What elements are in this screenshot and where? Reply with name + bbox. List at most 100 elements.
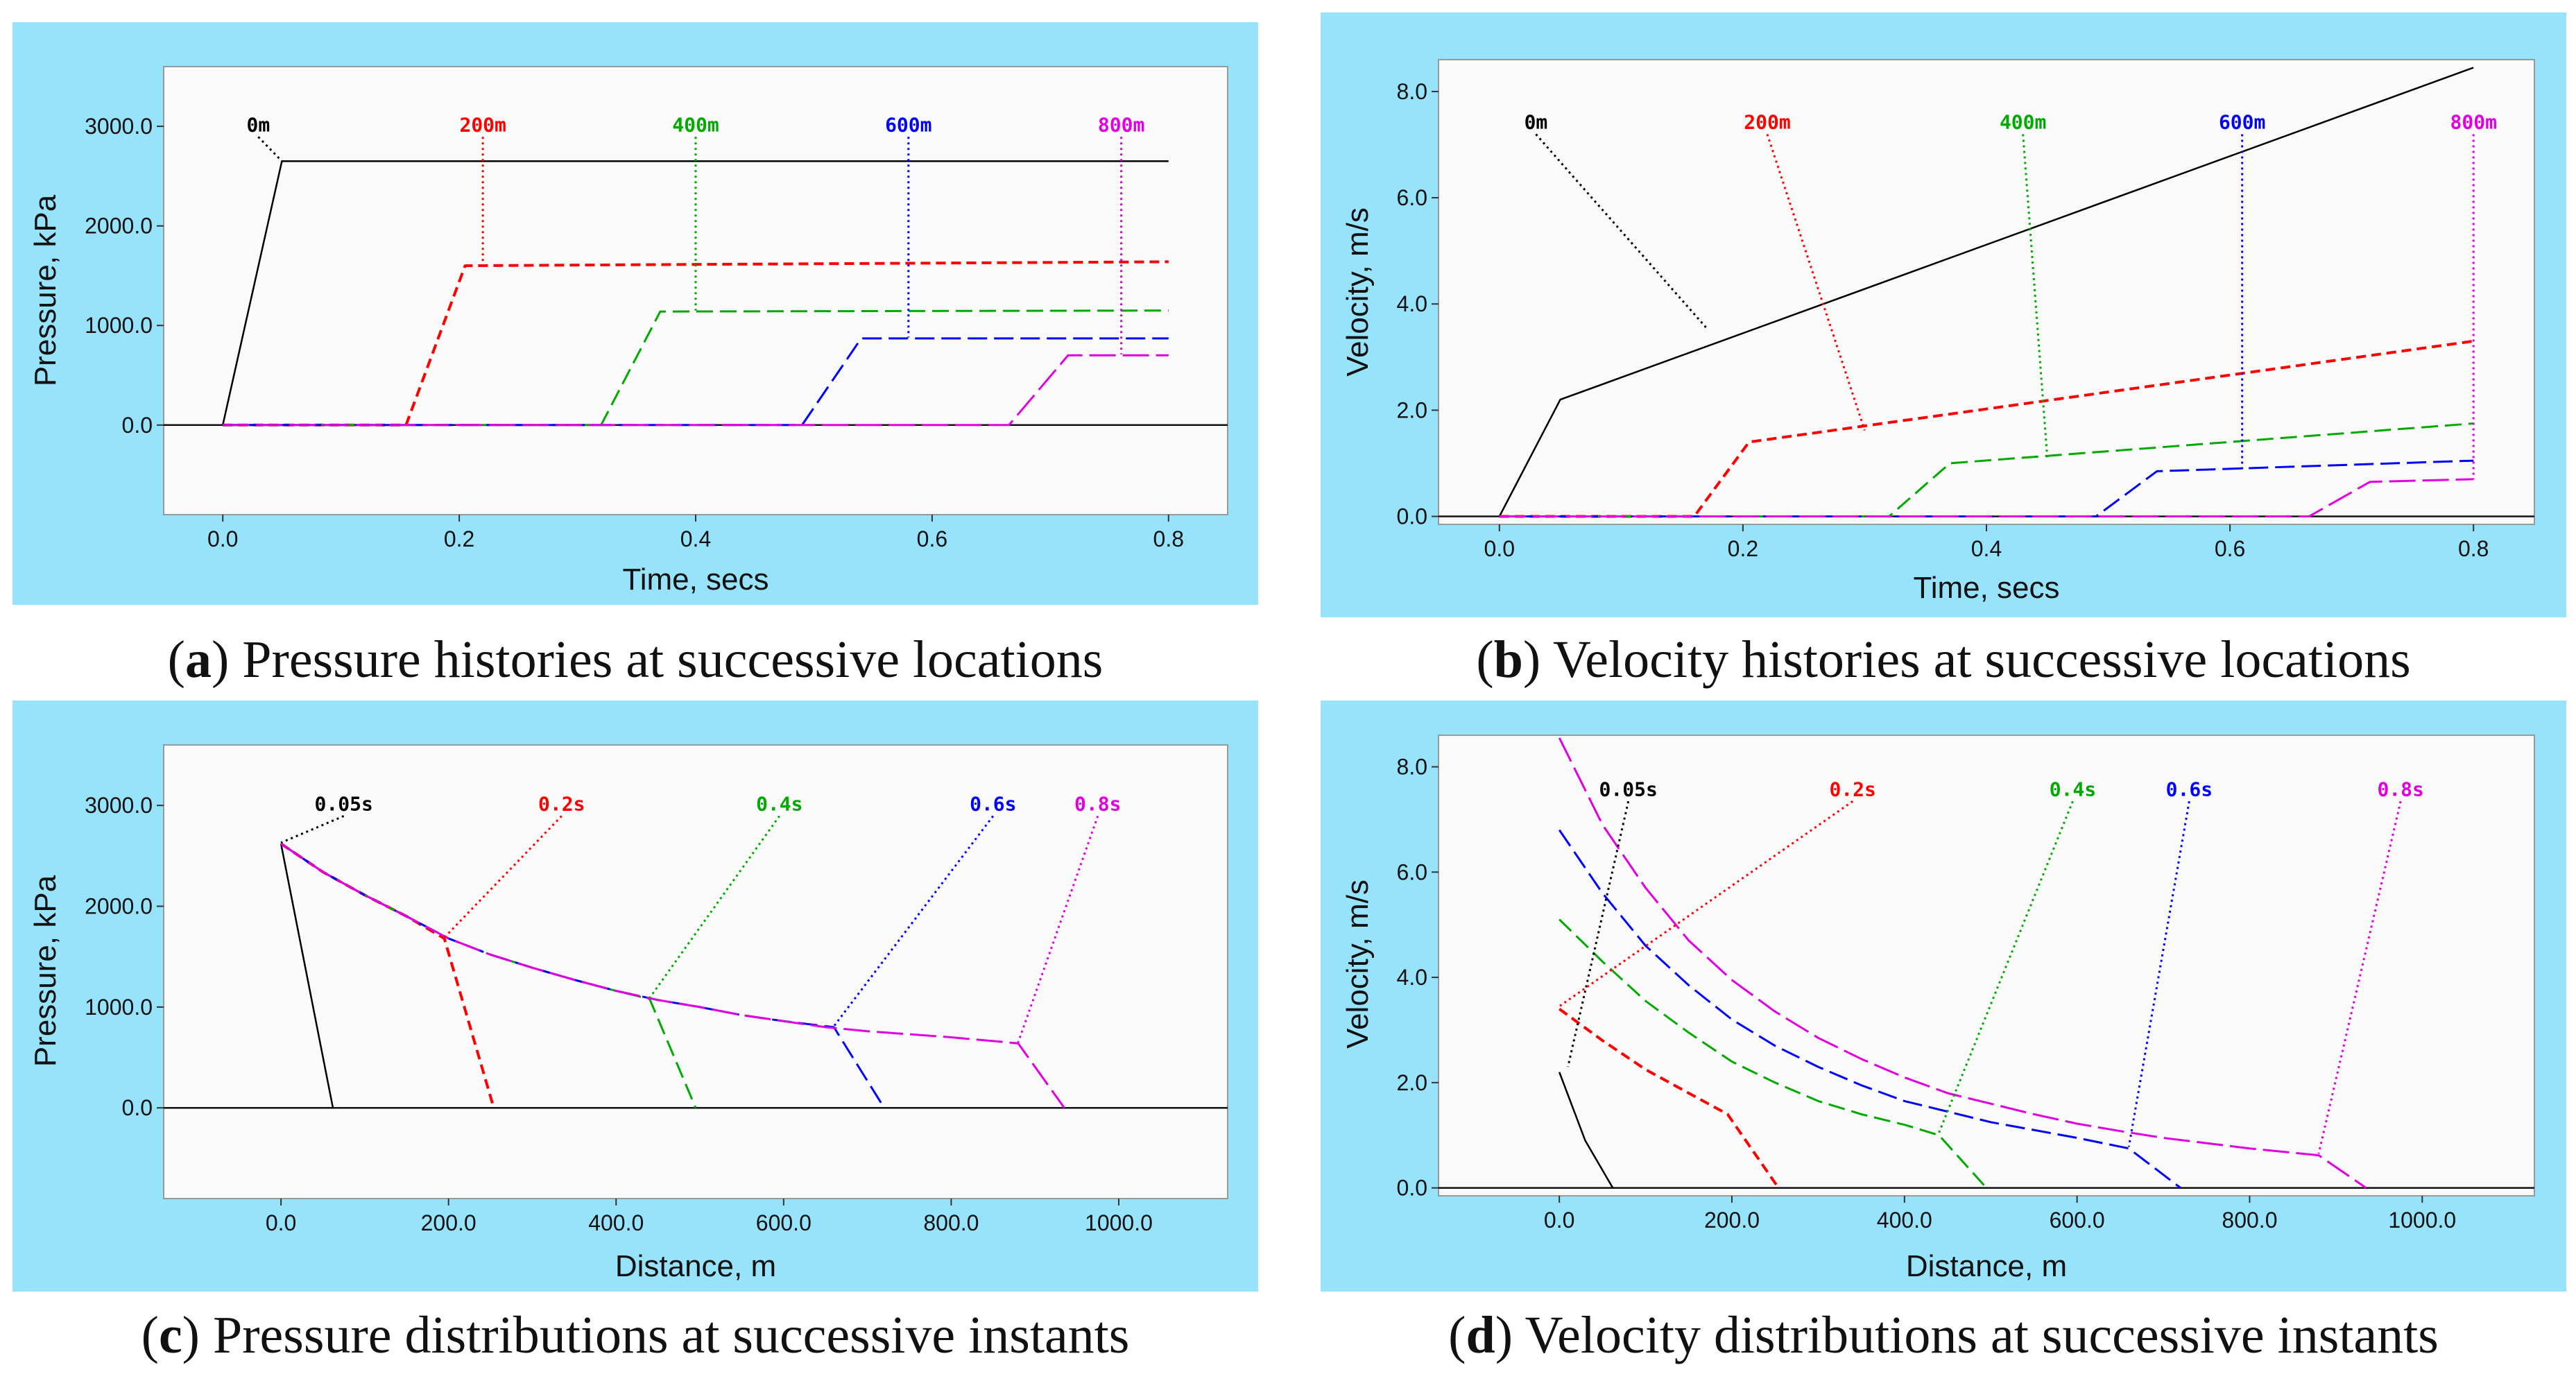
panel-c-y-tick-label: 0.0: [122, 1095, 153, 1120]
panel-a-x-tick-label: 0.4: [680, 526, 711, 551]
panel-c-series-0.8s: [280, 843, 1065, 1109]
panel-d-annotation-label: 0.8s: [2377, 778, 2423, 800]
panel-a-y-tick-label: 3000.0: [85, 114, 153, 139]
panel-c-pressure-distributions: 0.0 200.0 400.0 600.0 800.0 1000.0 0.0 1000.0 2…: [12, 701, 1258, 1292]
panel-c-y-tick-label: 3000.0: [85, 793, 153, 818]
panel-a-annotations: 0m 200m 400m 600m 800m: [246, 113, 1144, 354]
panel-a-y-ticks: 0.0 1000.0 2000.0 3000.0: [85, 114, 164, 438]
caption-d-text: Velocity distributions at successive ins…: [1513, 1306, 2439, 1364]
panel-d-annotation-label: 0.4s: [2050, 778, 2096, 800]
panel-d-annotation-leader: [2317, 800, 2402, 1154]
panel-c-x-tick-label: 600.0: [756, 1210, 812, 1235]
panel-a-y-axis-label: Pressure, kPa: [28, 194, 62, 386]
panel-d-y-tick-label: 2.0: [1397, 1070, 1427, 1095]
panel-d-annotation-leader: [1938, 800, 2074, 1133]
panel-a-x-tick-label: 0.8: [1153, 526, 1184, 551]
panel-b-x-tick-label: 0.0: [1484, 536, 1515, 561]
caption-d-letter: d: [1466, 1306, 1495, 1364]
panel-d-annotation-leader: [1559, 800, 1854, 1008]
panel-c-y-tick-label: 2000.0: [85, 894, 153, 919]
caption-c-text: Pressure distributions at successive ins…: [200, 1306, 1129, 1364]
panel-b-annotation-label: 800m: [2450, 111, 2497, 134]
panel-b-annotation-label: 0m: [1525, 111, 1548, 134]
panel-a-annotation-label: 400m: [672, 113, 719, 136]
panel-b-x-tick-label: 0.6: [2215, 536, 2245, 561]
panel-b-annotation-leader: [1535, 133, 1708, 329]
panel-c-x-tick-label: 200.0: [421, 1210, 476, 1235]
caption-a-letter: a: [185, 631, 212, 689]
panel-a-y-tick-label: 1000.0: [85, 313, 153, 338]
panel-b-annotation-label: 200m: [1744, 111, 1790, 134]
panel-b-y-tick-label: 6.0: [1397, 185, 1427, 210]
panel-b-y-tick-label: 4.0: [1397, 291, 1427, 316]
panel-a-annotation-label: 600m: [885, 113, 931, 136]
panel-c-y-tick-label: 1000.0: [85, 995, 153, 1020]
panel-d-series-0.05s: [1559, 1072, 1614, 1189]
panel-c-x-ticks: 0.0 200.0 400.0 600.0 800.0 1000.0: [266, 1199, 1153, 1235]
panel-b-series-600m: [1499, 459, 2474, 517]
panel-a-x-tick-label: 0.0: [207, 526, 238, 551]
panel-c-x-tick-label: 1000.0: [1085, 1210, 1153, 1235]
panel-d-x-tick-label: 600.0: [2050, 1208, 2105, 1233]
panel-d-y-tick-label: 8.0: [1397, 755, 1427, 780]
panel-d-annotations: 0.05s 0.2s 0.4s 0.6s 0.8s: [1559, 778, 2424, 1154]
panel-a-plot-area: [163, 66, 1228, 515]
panel-d-x-ticks: 0.0 200.0 400.0 600.0 800.0 1000.0: [1544, 1196, 2456, 1233]
panel-c-series-0.05s: [280, 843, 334, 1108]
panel-c-annotation-label: 0.2s: [538, 792, 585, 815]
caption-a: (a) Pressure histories at successive loc…: [168, 631, 1104, 689]
panel-d-y-tick-label: 6.0: [1397, 859, 1427, 884]
panel-d-plot-area: [1438, 735, 2535, 1196]
panel-a-annotation-label: 0m: [246, 113, 270, 136]
panel-a-x-tick-label: 0.2: [444, 526, 474, 551]
panel-b-y-tick-label: 0.0: [1397, 504, 1427, 529]
panel-b-x-ticks: 0.0 0.2 0.4 0.6 0.8: [1484, 524, 2489, 561]
panel-b-plot-area: [1438, 59, 2535, 525]
panel-d-y-tick-label: 4.0: [1397, 965, 1427, 990]
panel-b-annotation-label: 600m: [2219, 111, 2265, 134]
panel-c-annotation-leader: [649, 815, 781, 999]
panel-c-annotation-leader: [443, 815, 563, 938]
panel-d-series: [1558, 737, 2367, 1189]
caption-d: (d) Velocity distributions at successive…: [1448, 1306, 2439, 1364]
panel-c-plot-area: [163, 744, 1228, 1199]
panel-c-y-ticks: 0.0 1000.0 2000.0 3000.0: [85, 793, 164, 1120]
panel-d-x-tick-label: 0.0: [1544, 1208, 1574, 1233]
panel-b-annotation-label: 400m: [2000, 111, 2046, 134]
panel-a-x-tick-label: 0.6: [917, 526, 947, 551]
panel-d-y-tick-label: 0.0: [1397, 1176, 1427, 1201]
panel-b-annotation-leader: [1766, 134, 1866, 431]
panel-d-x-tick-label: 400.0: [1877, 1208, 1932, 1233]
panel-b-y-axis-label: Velocity, m/s: [1341, 207, 1375, 377]
panel-d-series-0.6s: [1558, 829, 2181, 1189]
panel-d-annotation-label: 0.6s: [2166, 778, 2213, 800]
panel-c-x-axis-label: Distance, m: [615, 1249, 776, 1283]
panel-c-annotations: 0.05s 0.2s 0.4s 0.6s 0.8s: [280, 792, 1121, 1043]
panel-b-x-tick-label: 0.4: [1971, 536, 2002, 561]
panel-b-x-axis-label: Time, secs: [1913, 571, 2059, 605]
panel-a-pressure-histories: 0.0 0.2 0.4 0.6 0.8 0.0 1000.0 2000.0 3000.0 0m…: [12, 22, 1258, 605]
panel-d-x-tick-label: 800.0: [2222, 1208, 2277, 1233]
panel-d-velocity-distributions: 0.0 200.0 400.0 600.0 800.0 1000.0 0.0 2.0 4.0 6…: [1321, 701, 2566, 1292]
panel-d-x-tick-label: 1000.0: [2388, 1208, 2456, 1233]
caption-b-letter: b: [1494, 631, 1523, 689]
panel-a-x-ticks: 0.0 0.2 0.4 0.6 0.8: [207, 515, 1184, 551]
panel-a-x-axis-label: Time, secs: [622, 563, 768, 597]
panel-a-annotation-label: 800m: [1098, 113, 1144, 136]
panel-d-x-tick-label: 200.0: [1704, 1208, 1760, 1233]
panel-c-annotation-leader: [1017, 815, 1099, 1043]
panel-c-x-tick-label: 800.0: [923, 1210, 979, 1235]
panel-b-annotations: 0m 200m 400m 600m 800m: [1525, 111, 2497, 479]
panel-a-annotation-label: 200m: [459, 113, 506, 136]
panel-d-series-0.2s: [1559, 1007, 1780, 1189]
caption-c-letter: c: [159, 1306, 182, 1364]
panel-d-x-axis-label: Distance, m: [1906, 1249, 2067, 1283]
panel-d-series-0.4s: [1559, 918, 1988, 1189]
caption-b: (b) Velocity histories at successive loc…: [1476, 631, 2410, 689]
panel-c-annotation-label: 0.05s: [315, 792, 373, 815]
panel-b-y-tick-label: 8.0: [1397, 79, 1427, 104]
panel-b-y-ticks: 0.0 2.0 4.0 6.0 8.0: [1397, 79, 1439, 529]
panel-a-y-tick-label: 2000.0: [85, 214, 153, 239]
panel-b-series-0m: [1498, 67, 2474, 517]
